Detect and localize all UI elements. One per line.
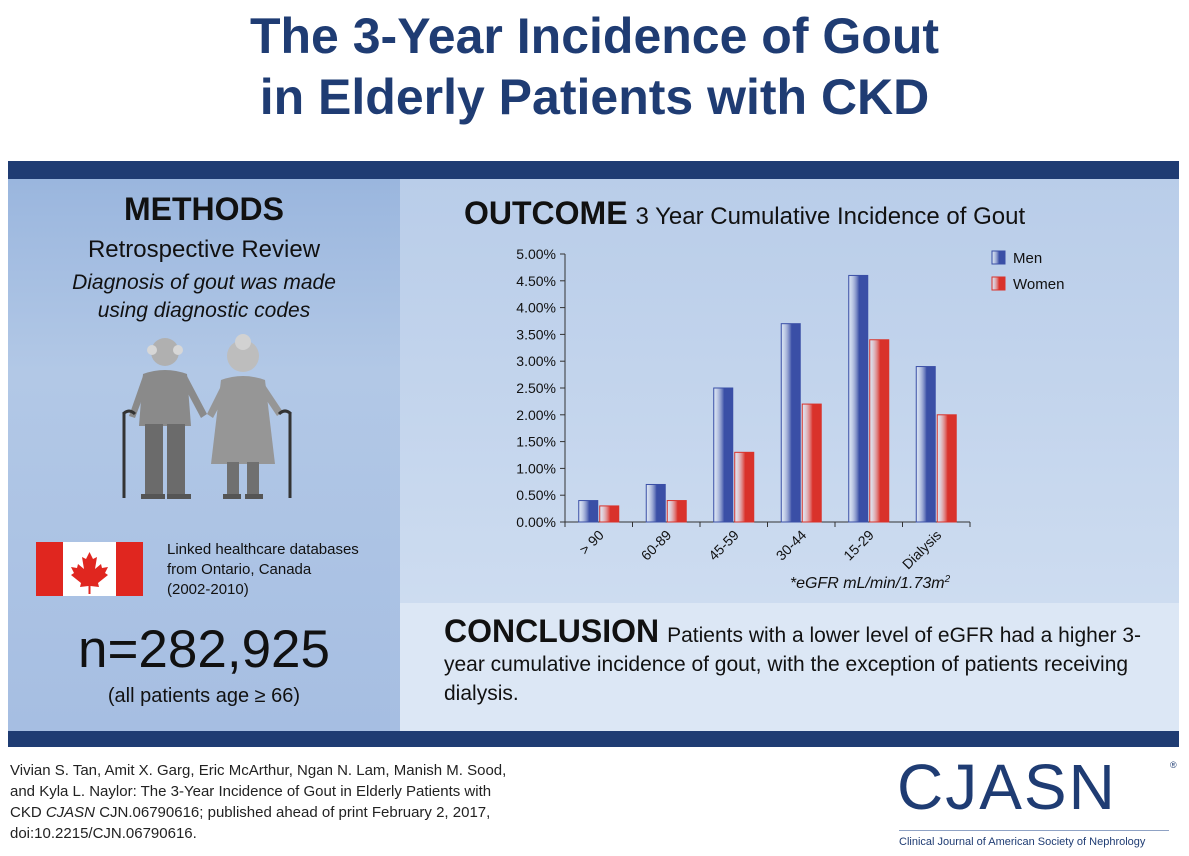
legend-swatch-women <box>991 276 1006 291</box>
legend-label-women: Women <box>1013 276 1064 293</box>
y-tick-label: 4.00% <box>516 300 556 316</box>
bar-men-0 <box>578 500 599 523</box>
bar-men-5 <box>915 366 936 523</box>
citation-line-1: Vivian S. Tan, Amit X. Garg, Eric McArth… <box>10 762 507 779</box>
conclusion-text-block: CONCLUSION Patients with a lower level of… <box>444 615 1144 708</box>
bar-women-5 <box>936 414 957 523</box>
bar-women-0 <box>599 505 620 523</box>
bar-women-4 <box>869 339 890 523</box>
citation-line-3-post: CJN.06790616; published ahead of print F… <box>95 804 491 821</box>
methods-detail-line-1: Diagnosis of gout was made <box>72 271 336 294</box>
methods-heading: METHODS <box>124 191 284 227</box>
y-tick-label: 1.00% <box>516 460 556 476</box>
data-source-line-1: Linked healthcare databases <box>167 541 359 558</box>
elderly-couple-with-canes-icon <box>121 334 293 499</box>
citation-line-4: doi:10.2215/CJN.06790616. <box>10 825 197 842</box>
legend-swatch-men <box>991 250 1006 265</box>
y-tick-label: 2.00% <box>516 407 556 423</box>
conclusion-text: Patients with a lower level of eGFR had … <box>444 624 1142 705</box>
logo-wordmark: CJASN <box>897 751 1117 823</box>
logo-subtitle: Clinical Journal of American Society of … <box>899 836 1146 848</box>
methods-subheading: Retrospective Review <box>87 236 321 263</box>
sample-size-note: (all patients age ≥ 66) <box>107 685 301 707</box>
citation-line-3: CKD CJASN CJN.06790616; published ahead … <box>10 802 570 823</box>
title-line-1: The 3-Year Incidence of Gout <box>249 8 940 64</box>
bar-women-3 <box>801 403 822 523</box>
sample-size: n=282,925 <box>77 620 330 679</box>
x-tick-label: > 90 <box>576 527 607 558</box>
bar-men-2 <box>713 387 734 523</box>
methods-detail: Diagnosis of gout was made using diagnos… <box>8 269 400 325</box>
cjasn-logo: CJASN ® Clinical Journal of American Soc… <box>897 751 1177 848</box>
y-tick-label: 0.50% <box>516 487 556 503</box>
methods-panel: METHODS Retrospective Review Diagnosis o… <box>8 179 400 731</box>
page-title: The 3-Year Incidence of Gout in Elderly … <box>0 6 1189 128</box>
legend-label-men: Men <box>1013 250 1042 267</box>
title-line-2: in Elderly Patients with CKD <box>259 69 930 125</box>
data-source-line-2: from Ontario, Canada <box>167 561 312 578</box>
bar-women-1 <box>666 500 687 523</box>
x-tick-label: Dialysis <box>899 527 944 572</box>
citation-line-3-pre: CKD <box>10 804 46 821</box>
citation-journal: CJASN <box>45 804 96 821</box>
logo-rule <box>899 830 1169 831</box>
outcome-header: OUTCOME 3 Year Cumulative Incidence of Go… <box>464 195 1025 232</box>
x-tick-label: 15-29 <box>840 527 877 564</box>
x-axis-label: *eGFR mL/min/1.73m2 <box>790 574 951 592</box>
gout-incidence-bar-chart: 0.00% 0.50% 1.00% 1.50% 2.00% 2.50% 3.00% 3.50%… <box>516 246 1064 592</box>
data-source-line-3: (2002-2010) <box>167 581 249 598</box>
y-tick-label: 1.50% <box>516 434 556 450</box>
x-tick-label: 30-44 <box>773 527 810 564</box>
y-tick-label: 3.00% <box>516 353 556 369</box>
chart-title: 3 Year Cumulative Incidence of Gout <box>635 203 1026 230</box>
y-tick-label: 2.50% <box>516 380 556 396</box>
conclusion-heading: CONCLUSION <box>444 613 660 649</box>
top-divider-band <box>8 161 1179 179</box>
citation-line-2: and Kyla L. Naylor: The 3-Year Incidence… <box>10 783 492 800</box>
conclusion-panel: CONCLUSION Patients with a lower level of… <box>400 603 1179 731</box>
y-tick-label: 4.50% <box>516 273 556 289</box>
outcome-heading: OUTCOME <box>464 195 628 231</box>
methods-detail-line-2: using diagnostic codes <box>97 299 311 322</box>
registered-mark: ® <box>1170 760 1177 770</box>
x-tick-label: 45-59 <box>705 527 742 564</box>
bar-women-2 <box>734 451 755 523</box>
y-tick-label: 3.50% <box>516 326 556 342</box>
bottom-divider-band <box>8 731 1179 747</box>
outcome-panel: OUTCOME 3 Year Cumulative Incidence of Go… <box>400 179 1179 603</box>
x-tick-label: 60-89 <box>638 527 675 564</box>
citation: Vivian S. Tan, Amit X. Garg, Eric McArth… <box>10 760 570 844</box>
canada-flag-icon <box>36 542 143 596</box>
y-tick-label: 5.00% <box>516 246 556 262</box>
bar-men-4 <box>848 274 869 523</box>
bar-men-3 <box>780 323 801 523</box>
data-source-text: Linked healthcare databases from Ontario… <box>167 540 392 600</box>
bar-men-1 <box>645 483 666 523</box>
y-tick-label: 0.00% <box>516 514 556 530</box>
